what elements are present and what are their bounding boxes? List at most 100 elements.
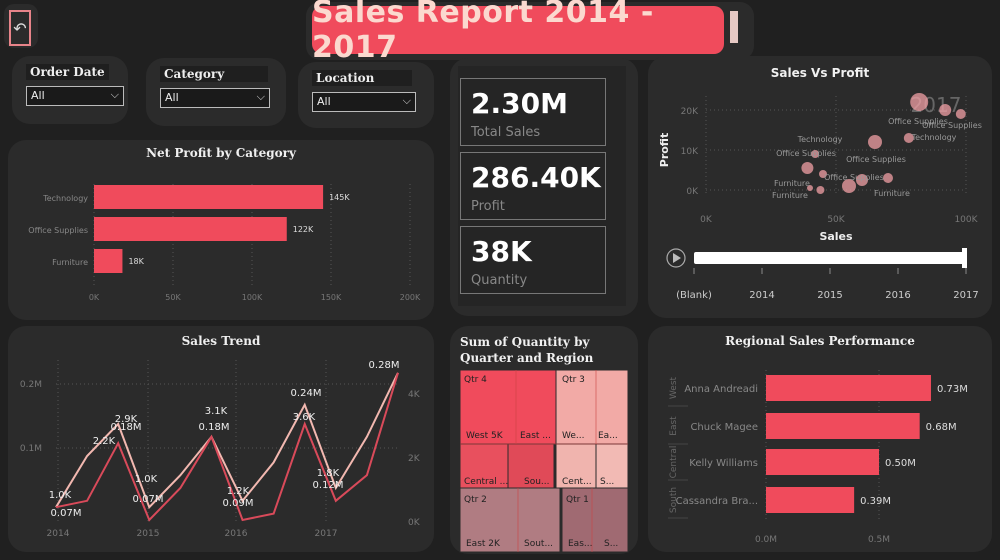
treemap-label: Cent... xyxy=(562,477,592,487)
data-label: 1.0K xyxy=(49,490,72,501)
scatter-point xyxy=(842,179,856,193)
sales-trend-panel: Sales Trend 0.1M0.2M0.3M0K2K4K2014201520… xyxy=(8,326,434,552)
data-label: 0.28M xyxy=(369,360,400,371)
data-label: 145K xyxy=(329,193,350,202)
location-dropdown[interactable]: All ⌵ xyxy=(312,92,416,112)
x-axis-label: Sales xyxy=(819,230,853,243)
manager-label: Chuck Magee xyxy=(690,422,758,433)
order-date-dropdown[interactable]: All ⌵ xyxy=(26,86,124,106)
scatter-point xyxy=(811,150,820,158)
treemap-cell xyxy=(459,487,561,553)
category-dropdown[interactable]: All ⌵ xyxy=(160,88,270,108)
scatter-point xyxy=(807,185,813,191)
y-tick-label: 0K xyxy=(686,187,699,197)
data-label: 2.2K xyxy=(93,436,116,447)
treemap-label: Eas... xyxy=(568,539,592,549)
x-tick-label: 2015 xyxy=(137,529,160,539)
point-label: Furniture xyxy=(772,191,808,200)
order-date-slicer: Order Date All ⌵ xyxy=(12,56,128,124)
data-label: 0.68M xyxy=(926,422,957,433)
category-label: Technology xyxy=(42,194,88,203)
y-left-tick-label: 0.1M xyxy=(20,444,42,454)
timeline-slider xyxy=(694,252,966,264)
sales-vs-profit-panel: Sales Vs Profit 0K 50K 100K 0K 10K 20K Sales Pr… xyxy=(648,56,992,318)
point-label: Office Supplies xyxy=(888,117,948,126)
data-label: 0.07M xyxy=(133,494,164,505)
bar xyxy=(766,449,879,475)
location-label: Location xyxy=(312,70,412,86)
y-left-tick-label: 0.2M xyxy=(20,380,42,390)
data-label: 122K xyxy=(293,225,314,234)
x-tick-label: 50K xyxy=(827,215,845,225)
point-label: Technology xyxy=(797,135,843,144)
data-label: 3.1K xyxy=(205,406,228,417)
manager-label: Cassandra Bra... xyxy=(676,496,758,507)
regional-sales-title: Regional Sales Performance xyxy=(725,334,915,348)
x-tick-label: 150K xyxy=(321,293,342,302)
total-sales-value: 2.30M xyxy=(471,87,568,120)
data-label: 0.73M xyxy=(937,384,968,395)
series-line xyxy=(55,372,399,510)
net-profit-panel: Net Profit by Category 0K 50K 100K 150K 200K… xyxy=(8,140,434,320)
scatter-point xyxy=(955,109,966,119)
treemap-label: Qtr 2 xyxy=(464,495,487,505)
data-label: 0.09M xyxy=(223,498,254,509)
net-profit-chart: 0K 50K 100K 150K 200K Technology 145K Office Su… xyxy=(28,184,421,302)
point-label: Office Supplies xyxy=(824,173,884,182)
x-tick-label: 0.5M xyxy=(868,535,890,545)
manager-label: Anna Andreadi xyxy=(684,384,758,395)
order-date-value: All xyxy=(31,89,45,102)
quantity-value: 38K xyxy=(471,235,532,268)
data-label: 1.0K xyxy=(135,474,158,485)
x-tick-label: 0.0M xyxy=(755,535,777,545)
bar xyxy=(766,487,855,513)
scatter-point xyxy=(910,93,929,111)
chevron-down-icon: ⌵ xyxy=(110,88,119,101)
x-tick-label: 2016 xyxy=(225,529,248,539)
point-label: Furniture xyxy=(774,179,810,188)
treemap-label: Sout... xyxy=(524,539,553,549)
sales-trend-title: Sales Trend xyxy=(181,334,261,348)
bar xyxy=(94,217,287,241)
treemap-label: Qtr 3 xyxy=(562,375,585,385)
y-right-tick-label: 2K xyxy=(408,454,421,464)
regional-sales-chart: 0.0M 0.5M West East Central South Anna Andread… xyxy=(668,370,968,545)
regional-sales-panel: Regional Sales Performance 0.0M 0.5M West E… xyxy=(648,326,992,552)
back-button[interactable]: ↶ xyxy=(4,4,38,48)
data-label: 2.9K xyxy=(115,414,138,425)
point-label: Office Supplies xyxy=(922,121,982,130)
bar xyxy=(94,249,123,273)
scatter-point xyxy=(856,174,868,186)
back-arrow-icon: ↶ xyxy=(13,18,27,38)
treemap-label: Ea... xyxy=(598,431,618,441)
data-label: 1.8K xyxy=(317,468,340,479)
region-label: Central xyxy=(669,446,679,479)
timeline-label: 2015 xyxy=(817,290,842,301)
treemap-label: Sou... xyxy=(524,477,550,487)
timeline-handle xyxy=(962,248,967,268)
bar xyxy=(94,185,324,209)
timeline-label: 2017 xyxy=(953,290,978,301)
total-sales-card: 2.30M Total Sales xyxy=(460,78,606,146)
treemap-label: S... xyxy=(600,477,614,487)
data-label: 0.18M xyxy=(199,422,230,433)
profit-value: 286.40K xyxy=(471,161,601,194)
treemap-title: Sum of Quantity by Quarter and Region xyxy=(460,335,594,365)
play-button xyxy=(666,248,686,268)
total-sales-label: Total Sales xyxy=(471,125,541,140)
y-tick-label: 10K xyxy=(681,147,699,157)
point-label: Office Supplies xyxy=(846,155,906,164)
chevron-down-icon: ⌵ xyxy=(402,94,411,107)
quantity-treemap-panel: Sum of Quantity by Quarter and Region Qt… xyxy=(450,326,638,554)
data-label: 0.50M xyxy=(885,458,916,469)
point-label: Furniture xyxy=(874,189,910,198)
scatter-point xyxy=(939,104,952,116)
point-label: Office Supplies xyxy=(776,149,836,158)
timeline-label: 2016 xyxy=(885,290,910,301)
net-profit-title: Net Profit by Category xyxy=(146,146,296,160)
scatter-point xyxy=(816,186,825,194)
point-label: Technology xyxy=(911,133,957,142)
kpi-panel: 2.30M Total Sales 286.40K Profit 38K Qua… xyxy=(450,58,638,316)
treemap-label: Qtr 1 xyxy=(566,495,589,505)
data-label: 0.39M xyxy=(860,496,891,507)
